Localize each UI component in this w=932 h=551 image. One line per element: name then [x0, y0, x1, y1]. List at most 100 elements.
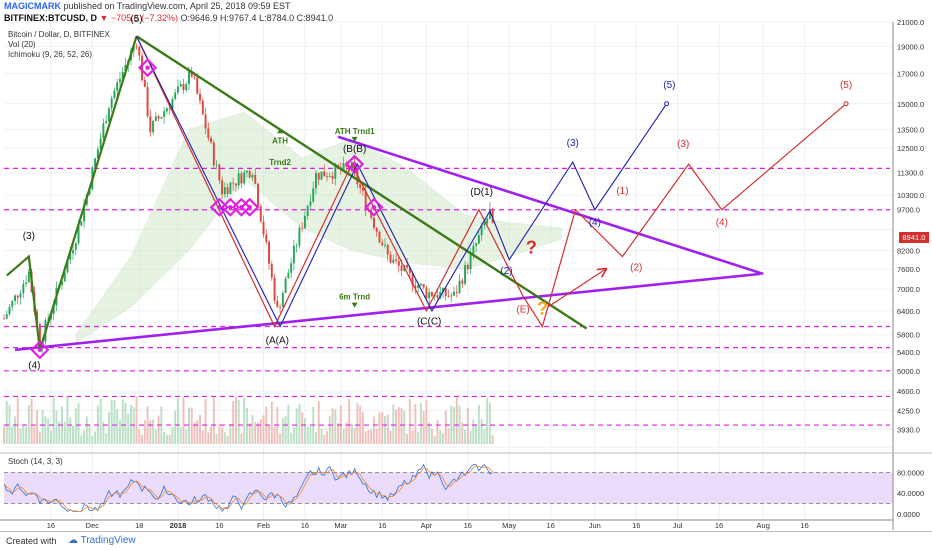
- candle-body: [359, 184, 362, 188]
- volume-bar: [25, 426, 28, 444]
- volume-bar: [378, 412, 381, 444]
- candle-body: [408, 267, 411, 273]
- volume-bar: [403, 410, 406, 444]
- volume-bar: [395, 409, 398, 444]
- volume-bar: [107, 411, 110, 444]
- volume-bar: [326, 431, 328, 444]
- volume-bar: [85, 416, 88, 444]
- wave-label: (D(1): [470, 187, 493, 198]
- candle-body: [107, 108, 110, 122]
- volume-bar: [328, 416, 331, 444]
- volume-bar: [30, 398, 33, 444]
- volume-bar: [370, 429, 373, 444]
- volume-bar: [212, 396, 215, 444]
- candle-body: [196, 77, 199, 94]
- candle-body: [77, 225, 80, 244]
- candle-body: [251, 174, 254, 178]
- volume-bar: [375, 428, 378, 444]
- time-tick-label: Mar: [334, 521, 347, 530]
- candle-body: [80, 221, 83, 226]
- volume-bar: [303, 418, 306, 444]
- candle-body: [188, 71, 190, 85]
- candle-body: [174, 92, 177, 99]
- candle-body: [284, 278, 287, 293]
- stoch-tick-label: 0.0000: [897, 510, 920, 519]
- symbol-label: BITFINEX:BTCUSD, D: [4, 13, 97, 23]
- volume-bar: [337, 422, 340, 444]
- candle-body: [320, 171, 323, 180]
- candle-body: [204, 114, 207, 129]
- tradingview-logo[interactable]: ☁ TradingView: [68, 535, 136, 546]
- candle-body: [8, 306, 11, 315]
- volume-bar: [245, 407, 248, 444]
- candle-body: [417, 285, 420, 288]
- wave-red-line: [135, 36, 847, 328]
- candle-body: [234, 183, 237, 186]
- volume-bar: [466, 407, 469, 444]
- volume-bar: [193, 422, 196, 444]
- diamond-marker: [231, 197, 251, 217]
- volume-bar: [47, 418, 50, 444]
- wave-blue-line: [136, 36, 668, 328]
- stoch-tick-label: 80.0000: [897, 468, 924, 477]
- volume-bar: [292, 426, 295, 444]
- price-tick-label: 6400.0: [897, 307, 920, 316]
- candle-body: [276, 300, 279, 307]
- candle-body: [364, 190, 367, 210]
- candle-body: [207, 128, 210, 138]
- candle-body: [11, 300, 14, 307]
- wave-end-point: [843, 101, 849, 107]
- volume-bar: [472, 419, 475, 444]
- candle-body: [218, 164, 221, 181]
- volume-bar: [69, 417, 72, 444]
- candle-body: [245, 170, 248, 173]
- volume-bar: [176, 398, 179, 444]
- time-tick-label: 16: [715, 521, 723, 530]
- price-tick-label: 4250.0: [897, 406, 920, 415]
- trend-annotation: ATH: [272, 136, 288, 145]
- volume-bar: [38, 432, 41, 444]
- volume-bar: [204, 399, 207, 444]
- candle-body: [121, 71, 124, 79]
- candle-body: [303, 215, 306, 229]
- volume-bar: [232, 401, 235, 444]
- wave-label: (4): [589, 217, 601, 228]
- footer: Created with ☁ TradingView: [0, 531, 932, 551]
- candle-body: [384, 244, 386, 246]
- volume-bar: [210, 426, 213, 444]
- author-name[interactable]: MAGICMARK: [4, 1, 61, 11]
- candle-body: [210, 137, 213, 143]
- candle-body: [116, 82, 119, 91]
- candle-body: [240, 173, 243, 184]
- volume-bar: [306, 426, 309, 444]
- volume-bar: [229, 423, 232, 444]
- candle-body: [38, 324, 41, 349]
- candle-body: [375, 227, 378, 232]
- price-tick-label: 5000.0: [897, 367, 920, 376]
- volume-bar: [16, 397, 19, 444]
- candle-body: [372, 217, 375, 228]
- candle-body: [171, 98, 174, 109]
- candle-body: [113, 90, 116, 99]
- wave-label: (C(C): [417, 316, 441, 327]
- volume-bar: [417, 432, 420, 444]
- volume-bar: [290, 432, 293, 444]
- candle-body: [425, 287, 428, 299]
- candle-body: [436, 295, 439, 298]
- candle-body: [464, 265, 467, 284]
- volume-bar: [350, 423, 353, 444]
- price-tick-label: 4600.0: [897, 387, 920, 396]
- volume-bar: [223, 432, 226, 444]
- volume-bar: [397, 407, 400, 444]
- candle-body: [273, 277, 276, 301]
- volume-bar: [279, 433, 282, 444]
- price-tick-label: 15000.0: [897, 100, 924, 109]
- volume-bar: [248, 422, 251, 444]
- volume-bar: [323, 435, 326, 444]
- candle-body: [392, 259, 395, 263]
- volume-bar: [199, 414, 201, 444]
- candle-body: [232, 182, 235, 184]
- volume-bar: [243, 398, 246, 444]
- volume-bar: [174, 410, 177, 444]
